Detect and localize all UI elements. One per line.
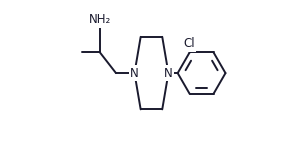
Text: NH₂: NH₂ <box>89 13 111 26</box>
Text: N: N <box>164 67 173 80</box>
Text: N: N <box>130 67 139 80</box>
Text: Cl: Cl <box>183 37 195 50</box>
